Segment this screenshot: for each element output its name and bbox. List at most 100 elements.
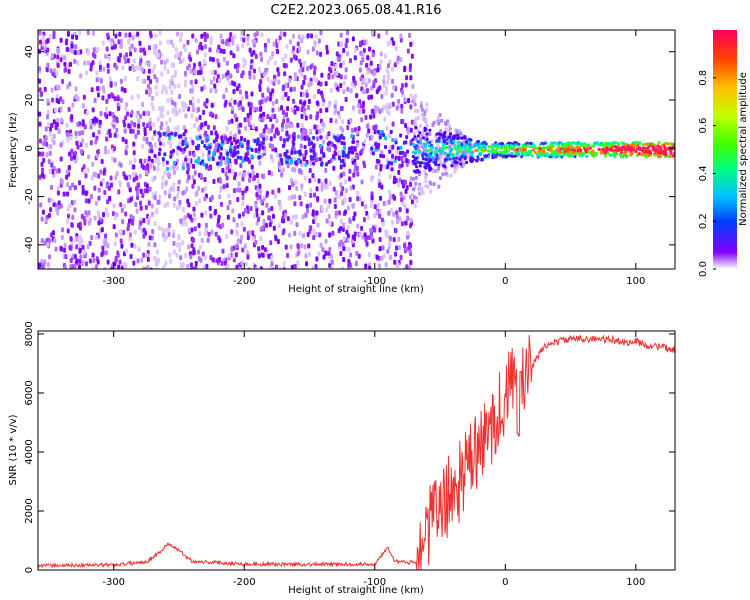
heatmap-cell (178, 242, 182, 248)
heatmap-cell (316, 196, 320, 202)
heatmap-cell (400, 197, 404, 203)
heatmap-cell (110, 92, 114, 98)
heatmap-cell (592, 144, 596, 148)
heatmap-cell (298, 231, 302, 237)
heatmap-cell (232, 245, 236, 251)
heatmap-cell (493, 151, 497, 155)
heatmap-cell (356, 171, 360, 177)
heatmap-cell (144, 204, 148, 210)
heatmap-cell (320, 93, 324, 99)
heatmap-cell (405, 75, 409, 81)
heatmap-cell (355, 93, 359, 99)
heatmap-cell (246, 235, 250, 241)
heatmap-cell (241, 190, 245, 196)
heatmap-cell (571, 146, 575, 150)
heatmap-cell (191, 175, 195, 181)
heatmap-cell (378, 195, 382, 201)
heatmap-cell (123, 267, 127, 269)
heatmap-cell (59, 142, 63, 148)
heatmap-cell (319, 51, 323, 57)
heatmap-cell (102, 66, 106, 72)
heatmap-cell (293, 167, 297, 173)
heatmap-cell (209, 40, 213, 46)
heatmap-cell (186, 39, 190, 45)
heatmap-cell (154, 191, 158, 197)
heatmap-cell (145, 188, 149, 194)
heatmap-cell (124, 248, 128, 254)
heatmap-cell (194, 201, 198, 207)
heatmap-cell (103, 53, 107, 59)
heatmap-cell (68, 151, 72, 157)
heatmap-cell (259, 266, 263, 269)
heatmap-cell (82, 169, 86, 175)
heatmap-cell (610, 141, 614, 145)
heatmap-cell (495, 146, 499, 150)
heatmap-cell (271, 114, 275, 120)
heatmap-cell (267, 253, 271, 259)
heatmap-cell (161, 181, 165, 187)
heatmap-cell (59, 57, 63, 63)
heatmap-cell (231, 40, 235, 46)
heatmap-cell (302, 80, 306, 86)
heatmap-cell (375, 254, 379, 260)
heatmap-cell (281, 230, 285, 236)
heatmap-cell (73, 185, 77, 191)
heatmap-cell (280, 105, 284, 111)
heatmap-cell (443, 131, 447, 135)
heatmap-cell (96, 210, 100, 216)
heatmap-cell (65, 169, 69, 175)
heatmap-cell (234, 158, 238, 164)
y-tick-label: 4000 (24, 439, 35, 464)
heatmap-cell (194, 159, 198, 164)
heatmap-cell (65, 46, 69, 52)
heatmap-cell (233, 152, 237, 157)
heatmap-cell (73, 253, 77, 259)
heatmap-cell (41, 151, 45, 157)
heatmap-cell (178, 247, 182, 253)
heatmap-cell (175, 165, 179, 171)
heatmap-cell (246, 41, 250, 47)
heatmap-cell (341, 241, 345, 247)
heatmap-cell (553, 152, 557, 156)
heatmap-cell (353, 55, 357, 61)
heatmap-cell (345, 38, 349, 44)
heatmap-cell (157, 152, 161, 157)
heatmap-cell (652, 146, 656, 150)
heatmap-cell (328, 140, 332, 145)
heatmap-cell (339, 218, 343, 224)
heatmap-cell (478, 143, 482, 147)
heatmap-cell (328, 232, 332, 238)
heatmap-cell (371, 108, 375, 114)
heatmap-cell (252, 176, 256, 182)
heatmap-cell (38, 66, 42, 72)
heatmap-cell (135, 186, 139, 192)
heatmap-cell (356, 103, 360, 109)
heatmap-cell (251, 230, 255, 236)
heatmap-cell (96, 46, 100, 52)
heatmap-cell (163, 190, 167, 196)
heatmap-cell (146, 264, 150, 269)
heatmap-cell (184, 136, 188, 142)
heatmap-cell (175, 252, 179, 258)
heatmap-cell (136, 129, 140, 135)
heatmap-cell (528, 152, 532, 156)
heatmap-cell (424, 118, 428, 123)
heatmap-cell (310, 33, 314, 39)
heatmap-cell (325, 49, 329, 55)
heatmap-cell (453, 169, 457, 174)
heatmap-cell (306, 49, 310, 55)
heatmap-cell (119, 202, 123, 208)
heatmap-cell (194, 260, 198, 266)
heatmap-cell (145, 89, 149, 95)
heatmap-cell (380, 255, 384, 261)
heatmap-cell (191, 183, 195, 189)
heatmap-cell (352, 203, 356, 209)
heatmap-cell (100, 159, 104, 165)
heatmap-cell (405, 208, 409, 214)
heatmap-cell (112, 224, 116, 230)
heatmap-cell (237, 101, 241, 107)
heatmap-cell (358, 109, 362, 115)
heatmap-cell (44, 217, 48, 223)
heatmap-cell (55, 93, 59, 99)
heatmap-cell (644, 142, 648, 146)
